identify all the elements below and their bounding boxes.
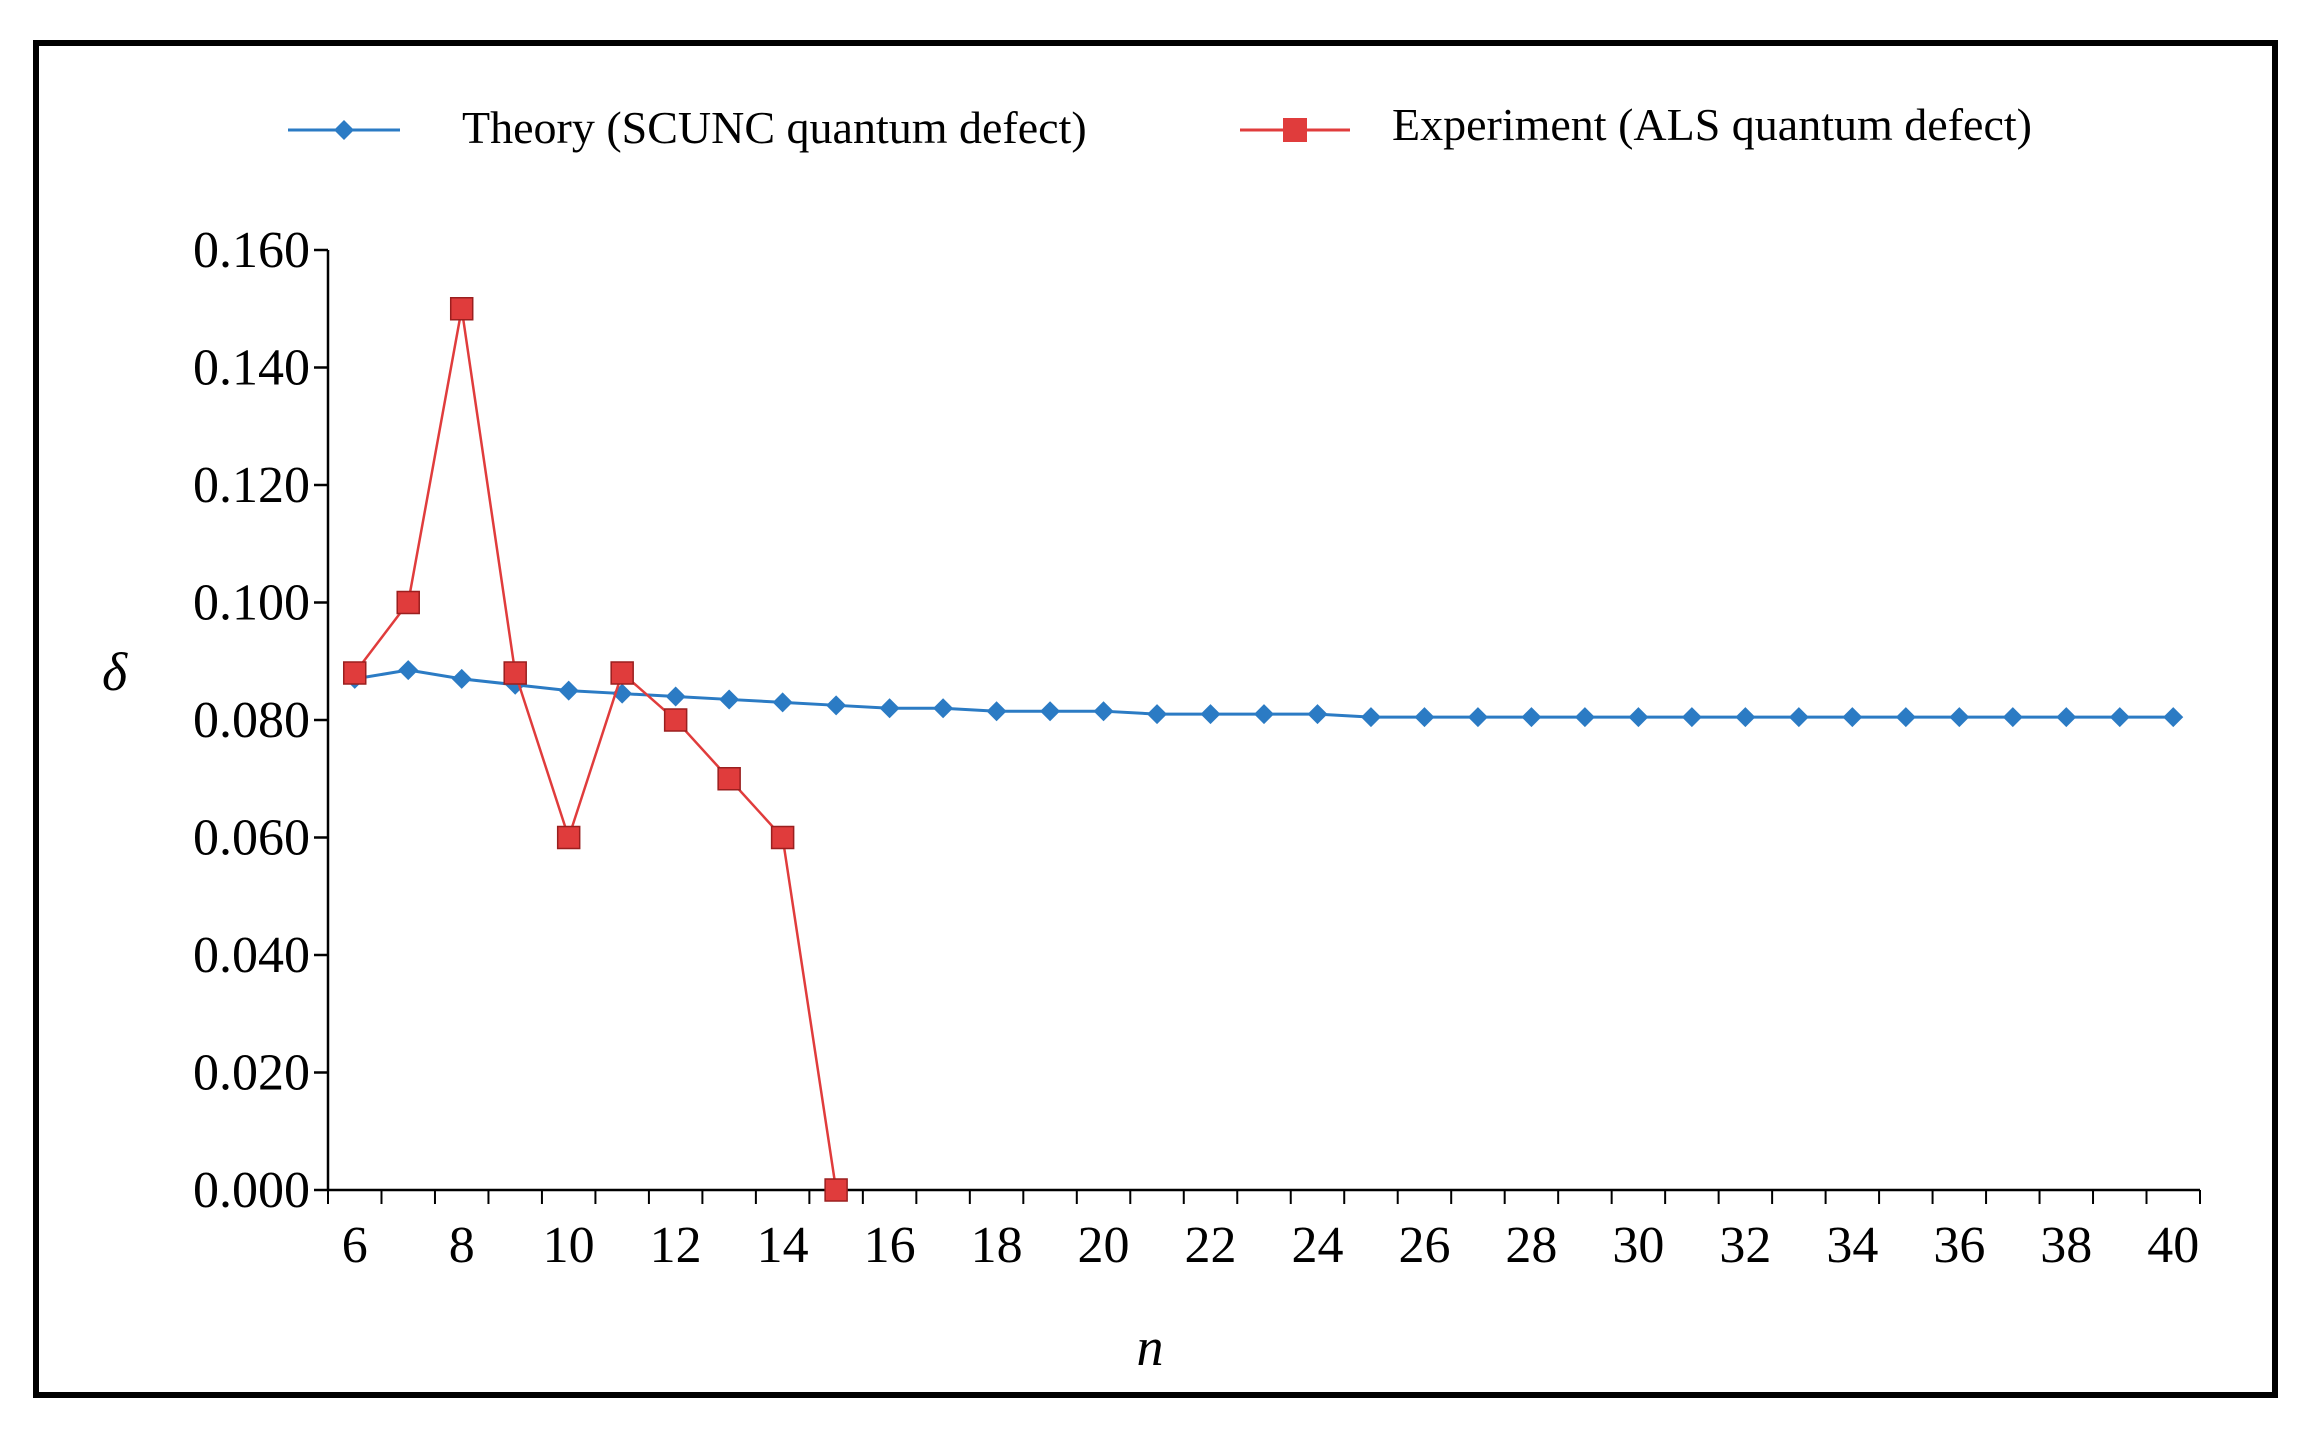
data-point-theory xyxy=(772,692,793,713)
x-tick-label: 12 xyxy=(650,1217,702,1274)
data-point-theory xyxy=(1521,707,1542,728)
data-point-theory xyxy=(1949,707,1970,728)
x-tick-label: 18 xyxy=(971,1217,1023,1274)
data-point-experiment xyxy=(824,1178,848,1202)
x-ticks: 6 8 10 12 14 16 18 20 22 24 26 28 30 32 34 36 38 40 xyxy=(327,1190,2201,1274)
legend-marker-experiment xyxy=(1283,118,1307,142)
data-point-theory xyxy=(1895,707,1916,728)
data-point-theory xyxy=(1467,707,1488,728)
data-point-theory xyxy=(879,698,900,719)
y-tick-label: 0.160 xyxy=(193,222,310,279)
data-point-experiment xyxy=(556,825,581,850)
data-point-theory xyxy=(1040,701,1061,722)
data-point-theory xyxy=(2163,707,2184,728)
legend: Theory (SCUNC quantum defect) Experiment… xyxy=(288,99,2032,153)
data-point-theory xyxy=(2002,707,2023,728)
data-point-theory xyxy=(665,686,686,707)
y-tick-label: 0.040 xyxy=(193,927,310,984)
y-tick-label: 0.000 xyxy=(193,1162,310,1219)
data-point-theory xyxy=(719,689,740,710)
x-tick-label: 28 xyxy=(1505,1217,1557,1274)
y-tick-label: 0.120 xyxy=(193,457,310,514)
x-tick-label: 26 xyxy=(1398,1217,1450,1274)
data-point-theory xyxy=(2109,707,2130,728)
series-line-experiment xyxy=(353,308,838,1191)
legend-label-experiment: Experiment (ALS quantum defect) xyxy=(1392,99,2032,150)
x-tick-label: 20 xyxy=(1078,1217,1130,1274)
data-point-theory xyxy=(826,695,847,716)
data-point-theory xyxy=(1574,707,1595,728)
x-tick-label: 32 xyxy=(1719,1217,1771,1274)
data-point-theory xyxy=(451,668,472,689)
y-ticks: 0.000 0.020 0.040 0.060 0.080 0.100 0.120 0.140… xyxy=(193,222,328,1219)
legend-entry-experiment: Experiment (ALS quantum defect) xyxy=(1240,99,2032,150)
y-tick-label: 0.100 xyxy=(193,575,310,632)
data-point-experiment xyxy=(342,661,367,685)
series-layer xyxy=(342,297,2184,1202)
legend-label-theory: Theory (SCUNC quantum defect) xyxy=(462,102,1087,153)
y-axis-title: δ xyxy=(102,642,128,702)
x-axis-title: n xyxy=(1137,1317,1164,1377)
y-tick-label: 0.020 xyxy=(193,1045,310,1102)
legend-marker-theory xyxy=(334,120,354,140)
y-tick-label: 0.060 xyxy=(193,810,310,867)
x-tick-label: 14 xyxy=(757,1217,809,1274)
data-point-experiment xyxy=(770,825,795,850)
data-point-theory xyxy=(1093,701,1114,722)
data-point-theory xyxy=(398,660,419,681)
x-tick-label: 30 xyxy=(1612,1217,1664,1274)
data-point-theory xyxy=(1147,704,1168,725)
y-tick-label: 0.080 xyxy=(193,692,310,749)
data-point-theory xyxy=(1360,707,1381,728)
x-tick-label: 38 xyxy=(2040,1217,2092,1274)
data-point-theory xyxy=(1307,704,1328,725)
data-point-theory xyxy=(558,680,579,701)
data-point-experiment xyxy=(396,590,420,615)
x-tick-label: 22 xyxy=(1185,1217,1237,1274)
y-tick-label: 0.140 xyxy=(193,340,310,397)
x-tick-label: 10 xyxy=(543,1217,595,1274)
x-tick-label: 36 xyxy=(1933,1217,1985,1274)
data-point-theory xyxy=(1842,707,1863,728)
data-point-experiment xyxy=(717,767,741,791)
data-point-experiment xyxy=(503,661,527,685)
data-point-theory xyxy=(1200,704,1221,725)
x-tick-label: 40 xyxy=(2147,1217,2199,1274)
data-point-theory xyxy=(1788,707,1809,728)
x-tick-label: 6 xyxy=(342,1217,368,1274)
data-point-experiment xyxy=(449,297,474,321)
data-point-theory xyxy=(2056,707,2077,728)
data-point-experiment xyxy=(610,661,634,685)
data-point-experiment xyxy=(663,708,688,732)
x-tick-label: 8 xyxy=(449,1217,475,1274)
data-point-theory xyxy=(1735,707,1756,728)
data-point-theory xyxy=(1681,707,1702,728)
data-point-theory xyxy=(1628,707,1649,728)
data-point-theory xyxy=(933,698,954,719)
x-tick-label: 16 xyxy=(864,1217,916,1274)
x-tick-label: 34 xyxy=(1826,1217,1878,1274)
data-point-theory xyxy=(986,701,1007,722)
x-tick-label: 24 xyxy=(1291,1217,1343,1274)
data-point-theory xyxy=(1254,704,1274,725)
data-point-theory xyxy=(1414,707,1435,728)
legend-entry-theory: Theory (SCUNC quantum defect) xyxy=(288,102,1087,153)
